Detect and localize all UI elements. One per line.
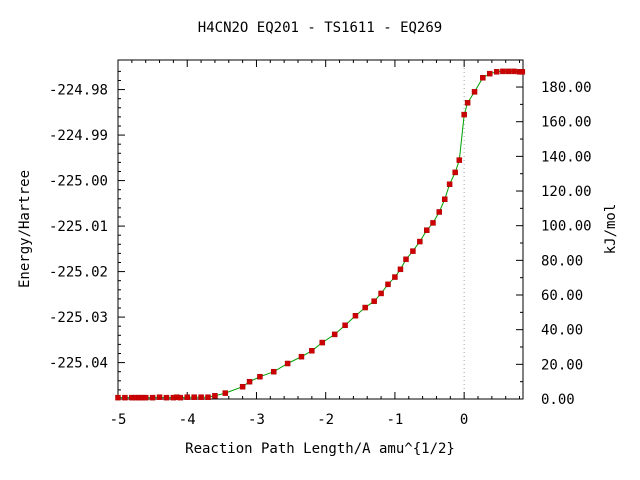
data-point xyxy=(319,339,325,346)
y2-tick-label: 60.00 xyxy=(541,288,583,304)
data-point xyxy=(184,394,190,400)
data-point xyxy=(410,248,416,254)
y2-axis-label: kJ/mol xyxy=(603,204,619,255)
data-point xyxy=(505,68,512,75)
data-point xyxy=(115,394,121,401)
data-point xyxy=(487,70,493,77)
x-axis: -5 -4 -3 -2 -1 0 xyxy=(110,60,521,428)
data-point xyxy=(436,209,442,215)
data-point xyxy=(342,322,348,329)
data-point xyxy=(500,68,506,75)
series-line xyxy=(118,70,523,399)
data-point xyxy=(222,390,229,396)
chart-title: H4CN2O EQ201 - TS1611 - EQ269 xyxy=(198,20,442,36)
data-point xyxy=(452,169,458,176)
x-tick-label: 0 xyxy=(460,412,468,428)
y2-tick-label: 0.00 xyxy=(541,392,575,408)
data-point xyxy=(122,394,128,401)
x-axis-label: Reaction Path Length/A amu^{1/2} xyxy=(185,441,455,457)
data-point xyxy=(511,68,517,75)
data-point xyxy=(212,393,218,399)
data-point xyxy=(430,220,436,226)
data-point xyxy=(191,394,197,400)
data-point xyxy=(456,157,463,163)
y-tick-label: -225.02 xyxy=(49,265,108,281)
data-point xyxy=(298,353,305,360)
data-point xyxy=(205,394,211,400)
data-point xyxy=(424,227,430,233)
data-point xyxy=(331,331,338,338)
y-axis-label: Energy/Hartree xyxy=(17,170,33,288)
y-tick-label: -225.01 xyxy=(49,219,108,235)
data-point xyxy=(519,69,526,75)
data-point xyxy=(163,394,170,401)
data-point xyxy=(493,69,500,75)
data-point xyxy=(403,256,409,263)
x-tick-label: -1 xyxy=(386,412,403,428)
data-point xyxy=(239,383,246,390)
data-point xyxy=(417,238,423,245)
data-point xyxy=(246,378,253,385)
data-point xyxy=(309,348,315,354)
data-point xyxy=(371,298,377,304)
y2-tick-label: 100.00 xyxy=(541,219,592,235)
y-tick-label: -225.04 xyxy=(49,356,108,372)
energy-series xyxy=(115,68,526,401)
x-tick-label: -4 xyxy=(179,412,196,428)
y2-tick-label: 120.00 xyxy=(541,184,592,200)
data-point xyxy=(142,394,149,401)
y2-tick-label: 80.00 xyxy=(541,253,583,269)
data-point xyxy=(271,368,277,375)
y2-tick-label: 160.00 xyxy=(541,115,592,131)
data-point xyxy=(471,89,478,95)
y-tick-label: -224.98 xyxy=(49,83,108,99)
data-point xyxy=(442,196,448,202)
data-point xyxy=(177,394,184,401)
data-point xyxy=(378,290,384,297)
y2-tick-label: 20.00 xyxy=(541,357,583,373)
data-point xyxy=(198,394,204,400)
y-tick-label: -224.99 xyxy=(49,128,108,144)
y-axis-left: -224.98 -224.99 -225.00 -225.01 -225.02 -225.… xyxy=(49,70,125,391)
y2-tick-label: 180.00 xyxy=(541,80,592,96)
plot-frame xyxy=(117,59,524,400)
data-point xyxy=(284,360,291,367)
data-point xyxy=(461,111,467,118)
data-point xyxy=(397,266,404,273)
data-point xyxy=(392,274,398,280)
y2-tick-label: 40.00 xyxy=(541,323,583,339)
data-point xyxy=(149,394,156,401)
x-tick-label: -2 xyxy=(317,412,334,428)
data-point xyxy=(446,181,453,187)
data-point xyxy=(385,281,391,288)
data-point xyxy=(352,312,359,319)
x-tick-label: -3 xyxy=(248,412,265,428)
data-point xyxy=(464,100,471,106)
x-tick-label: -5 xyxy=(110,412,127,428)
y-tick-label: -225.03 xyxy=(49,310,108,326)
data-point xyxy=(480,74,486,81)
y2-tick-label: 140.00 xyxy=(541,149,592,165)
y-axis-right: 0.00 20.00 40.00 60.00 80.00 100.00 120.00 140.… xyxy=(516,69,592,408)
data-point xyxy=(257,373,263,380)
data-point xyxy=(362,304,368,311)
data-point xyxy=(156,394,163,400)
y-tick-label: -225.00 xyxy=(49,174,108,190)
